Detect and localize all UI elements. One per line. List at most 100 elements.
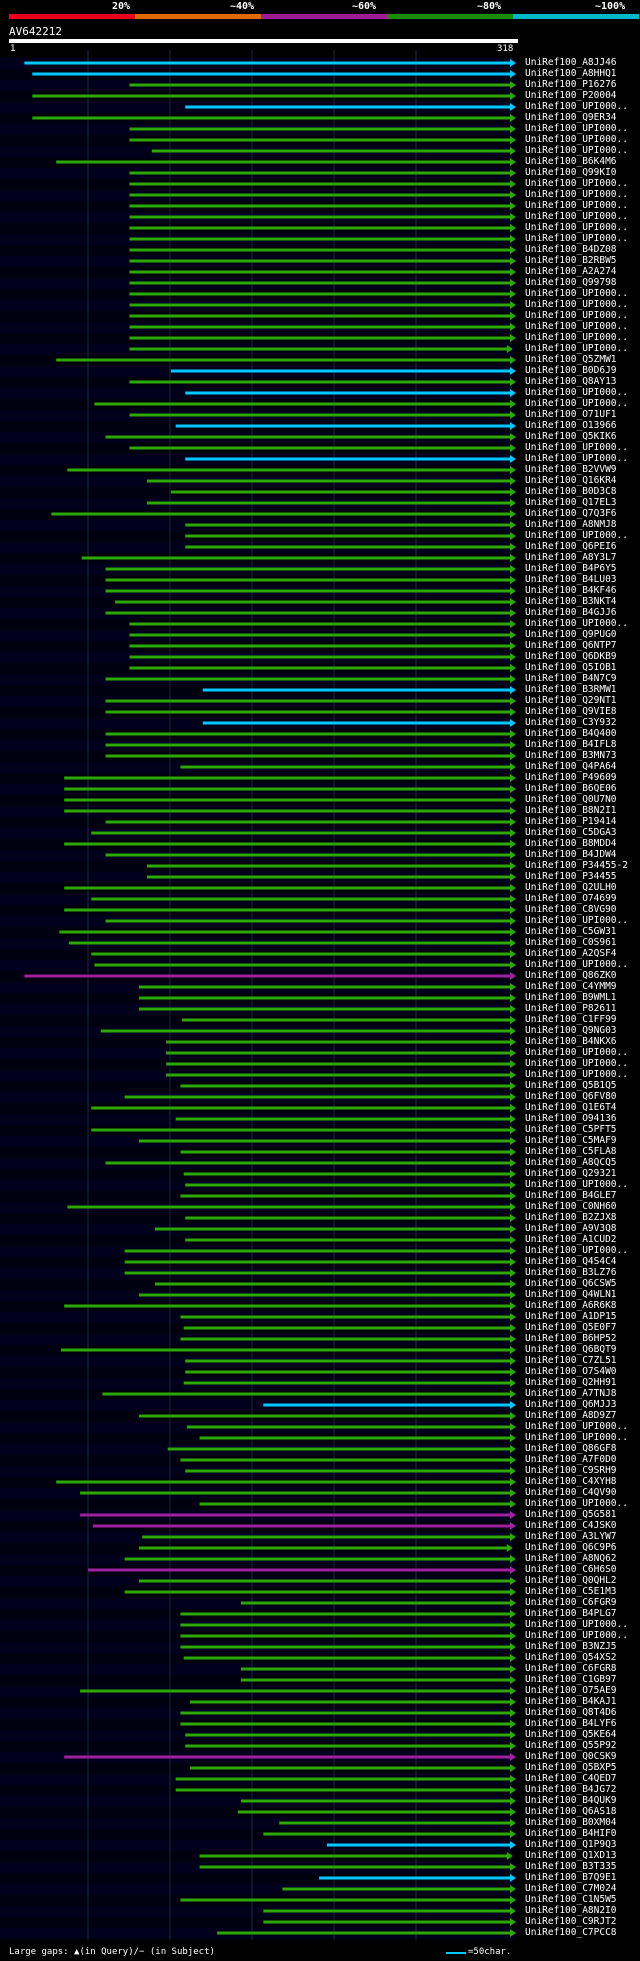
hit-label[interactable]: UniRef100_C1N5W5: [525, 1894, 617, 1905]
hit-label[interactable]: UniRef100_Q99KI0: [525, 167, 617, 178]
hit-label[interactable]: UniRef100_UPI000..: [525, 332, 628, 343]
hit-label[interactable]: UniRef100_UPI000..: [525, 1498, 628, 1509]
hit-label[interactable]: UniRef100_Q6PEI6: [525, 541, 617, 552]
hit-label[interactable]: UniRef100_Q1XD13: [525, 1850, 617, 1861]
hit-label[interactable]: UniRef100_Q5KE64: [525, 1729, 617, 1740]
hit-label[interactable]: UniRef100_B4NKX6: [525, 1036, 617, 1047]
hit-label[interactable]: UniRef100_C6H6S0: [525, 1564, 617, 1575]
hit-label[interactable]: UniRef100_UPI000..: [525, 343, 628, 354]
hit-label[interactable]: UniRef100_C1FF99: [525, 1014, 617, 1025]
hit-label[interactable]: UniRef100_UPI000..: [525, 959, 628, 970]
hit-label[interactable]: UniRef100_B3NKT4: [525, 596, 617, 607]
hit-label[interactable]: UniRef100_A1DP15: [525, 1311, 617, 1322]
hit-label[interactable]: UniRef100_UPI000..: [525, 387, 628, 398]
hit-label[interactable]: UniRef100_C6FGR9: [525, 1597, 617, 1608]
hit-label[interactable]: UniRef100_C5E1M3: [525, 1586, 617, 1597]
hit-label[interactable]: UniRef100_Q9PUG0: [525, 629, 617, 640]
hit-label[interactable]: UniRef100_UPI000..: [525, 101, 628, 112]
hit-label[interactable]: UniRef100_C4XYH8: [525, 1476, 617, 1487]
hit-label[interactable]: UniRef100_Q6C9P6: [525, 1542, 617, 1553]
hit-label[interactable]: UniRef100_UPI000..: [525, 134, 628, 145]
hit-label[interactable]: UniRef100_B3MN73: [525, 750, 617, 761]
hit-label[interactable]: UniRef100_A8Y3L7: [525, 552, 617, 563]
hit-label[interactable]: UniRef100_Q0U7N0: [525, 794, 617, 805]
hit-label[interactable]: UniRef100_Q5G581: [525, 1509, 617, 1520]
hit-label[interactable]: UniRef100_C8VG90: [525, 904, 617, 915]
hit-label[interactable]: UniRef100_B4GJJ6: [525, 607, 617, 618]
hit-label[interactable]: UniRef100_B6K4M6: [525, 156, 617, 167]
hit-label[interactable]: UniRef100_Q6DKB9: [525, 651, 617, 662]
hit-label[interactable]: UniRef100_Q54XS2: [525, 1652, 617, 1663]
hit-label[interactable]: UniRef100_C7ZL51: [525, 1355, 617, 1366]
hit-label[interactable]: UniRef100_Q99798: [525, 277, 617, 288]
hit-label[interactable]: UniRef100_Q17EL3: [525, 497, 617, 508]
hit-label[interactable]: UniRef100_P34455: [525, 871, 617, 882]
hit-label[interactable]: UniRef100_C0S961: [525, 937, 617, 948]
hit-label[interactable]: UniRef100_C4YMM9: [525, 981, 617, 992]
hit-label[interactable]: UniRef100_UPI000..: [525, 1421, 628, 1432]
hit-label[interactable]: UniRef100_A8QCQ5: [525, 1157, 617, 1168]
hit-label[interactable]: UniRef100_B7Q9E1: [525, 1872, 617, 1883]
hit-label[interactable]: UniRef100_A7TNJ8: [525, 1388, 617, 1399]
hit-label[interactable]: UniRef100_Q6AS18: [525, 1806, 617, 1817]
hit-label[interactable]: UniRef100_UPI000..: [525, 178, 628, 189]
hit-label[interactable]: UniRef100_C7M024: [525, 1883, 617, 1894]
hit-label[interactable]: UniRef100_Q5ZMW1: [525, 354, 617, 365]
hit-label[interactable]: UniRef100_B4Q400: [525, 728, 617, 739]
hit-label[interactable]: UniRef100_B0XM04: [525, 1817, 617, 1828]
hit-label[interactable]: UniRef100_B4JG72: [525, 1784, 617, 1795]
hit-label[interactable]: UniRef100_O75AE9: [525, 1685, 617, 1696]
hit-label[interactable]: UniRef100_B4P6Y5: [525, 563, 617, 574]
hit-label[interactable]: UniRef100_B4GLE7: [525, 1190, 617, 1201]
hit-label[interactable]: UniRef100_C5DGA3: [525, 827, 617, 838]
hit-label[interactable]: UniRef100_UPI000..: [525, 288, 628, 299]
hit-label[interactable]: UniRef100_C5PFT5: [525, 1124, 617, 1135]
hit-label[interactable]: UniRef100_P20004: [525, 90, 617, 101]
hit-label[interactable]: UniRef100_O94136: [525, 1113, 617, 1124]
hit-label[interactable]: UniRef100_UPI000..: [525, 299, 628, 310]
hit-label[interactable]: UniRef100_Q6CSW5: [525, 1278, 617, 1289]
hit-label[interactable]: UniRef100_B6HP52: [525, 1333, 617, 1344]
hit-label[interactable]: UniRef100_A8JJ46: [525, 57, 617, 68]
hit-label[interactable]: UniRef100_Q1E6T4: [525, 1102, 617, 1113]
hit-label[interactable]: UniRef100_C6FGR8: [525, 1663, 617, 1674]
hit-label[interactable]: UniRef100_UPI000..: [525, 145, 628, 156]
hit-label[interactable]: UniRef100_UPI000..: [525, 1047, 628, 1058]
hit-label[interactable]: UniRef100_UPI000..: [525, 189, 628, 200]
hit-label[interactable]: UniRef100_A2QSF4: [525, 948, 617, 959]
hit-label[interactable]: UniRef100_B8N2I1: [525, 805, 617, 816]
hit-label[interactable]: UniRef100_B8MDD4: [525, 838, 617, 849]
hit-label[interactable]: UniRef100_A6R6K8: [525, 1300, 617, 1311]
hit-label[interactable]: UniRef100_P34455-2: [525, 860, 628, 871]
hit-label[interactable]: UniRef100_UPI000..: [525, 211, 628, 222]
hit-label[interactable]: UniRef100_Q2ULH0: [525, 882, 617, 893]
hit-label[interactable]: UniRef100_UPI000..: [525, 915, 628, 926]
hit-label[interactable]: UniRef100_A8NMJ8: [525, 519, 617, 530]
hit-label[interactable]: UniRef100_C3Y932: [525, 717, 617, 728]
hit-label[interactable]: UniRef100_Q86ZK0: [525, 970, 617, 981]
hit-label[interactable]: UniRef100_Q6FV80: [525, 1091, 617, 1102]
hit-label[interactable]: UniRef100_Q5IOB1: [525, 662, 617, 673]
hit-label[interactable]: UniRef100_B4KAJ1: [525, 1696, 617, 1707]
hit-label[interactable]: UniRef100_Q5BXP5: [525, 1762, 617, 1773]
hit-label[interactable]: UniRef100_B3NZJ5: [525, 1641, 617, 1652]
hit-label[interactable]: UniRef100_A3LYW7: [525, 1531, 617, 1542]
hit-label[interactable]: UniRef100_UPI000..: [525, 1058, 628, 1069]
hit-label[interactable]: UniRef100_B4IFL8: [525, 739, 617, 750]
hit-label[interactable]: UniRef100_B9WML1: [525, 992, 617, 1003]
hit-label[interactable]: UniRef100_B4LYF6: [525, 1718, 617, 1729]
hit-label[interactable]: UniRef100_Q4PA64: [525, 761, 617, 772]
hit-label[interactable]: UniRef100_B3T335: [525, 1861, 617, 1872]
hit-label[interactable]: UniRef100_A7F0D0: [525, 1454, 617, 1465]
hit-label[interactable]: UniRef100_A8N2I0: [525, 1905, 617, 1916]
hit-label[interactable]: UniRef100_Q29321: [525, 1168, 617, 1179]
hit-label[interactable]: UniRef100_B4N7C9: [525, 673, 617, 684]
hit-label[interactable]: UniRef100_B2ZJX8: [525, 1212, 617, 1223]
hit-label[interactable]: UniRef100_Q1P9Q3: [525, 1839, 617, 1850]
hit-label[interactable]: UniRef100_Q5B1Q5: [525, 1080, 617, 1091]
hit-label[interactable]: UniRef100_C9RJT2: [525, 1916, 617, 1927]
hit-label[interactable]: UniRef100_UPI000..: [525, 200, 628, 211]
hit-label[interactable]: UniRef100_O71UF1: [525, 409, 617, 420]
hit-label[interactable]: UniRef100_Q8T4D6: [525, 1707, 617, 1718]
hit-label[interactable]: UniRef100_UPI000..: [525, 222, 628, 233]
